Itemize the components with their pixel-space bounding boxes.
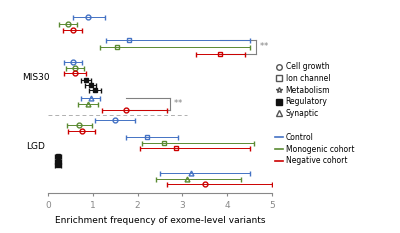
X-axis label: Enrichment frequency of exome-level variants: Enrichment frequency of exome-level vari… (55, 216, 265, 225)
Text: *: * (174, 99, 178, 108)
Legend: Control, Monogenic cohort, Negative cohort: Control, Monogenic cohort, Negative coho… (272, 130, 357, 168)
Text: *: * (264, 42, 268, 51)
Text: MIS30: MIS30 (22, 73, 49, 82)
Text: *: * (260, 42, 264, 51)
Text: LGD: LGD (26, 142, 45, 151)
Text: *: * (178, 99, 182, 108)
